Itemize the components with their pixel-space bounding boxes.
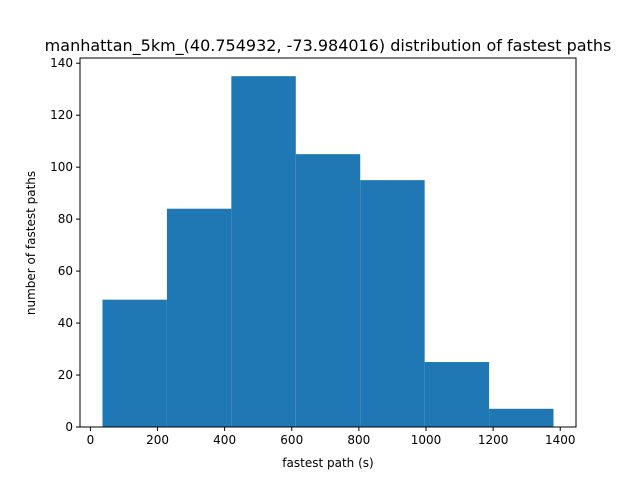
histogram-bar (102, 299, 167, 427)
y-tick-label: 0 (65, 420, 73, 434)
histogram-bar (166, 208, 232, 427)
y-axis-label: number of fastest paths (24, 171, 38, 315)
y-tick-label: 120 (50, 108, 73, 122)
histogram-bar (295, 154, 361, 427)
y-tick-label: 40 (58, 316, 73, 330)
chart-title: manhattan_5km_(40.754932, -73.984016) di… (45, 36, 612, 56)
x-tick-label: 200 (146, 433, 169, 447)
x-tick-label: 600 (280, 433, 303, 447)
x-tick-label: 1200 (478, 433, 509, 447)
x-tick-label: 800 (347, 433, 370, 447)
x-tick-label: 400 (213, 433, 236, 447)
axes: 0 200 400 600 800 1000 1200 1400 0 20 40 60 80 100 120… (50, 56, 577, 447)
y-tick-label: 60 (58, 264, 73, 278)
y-tick-label: 80 (58, 212, 73, 226)
x-axis-label: fastest path (s) (282, 456, 373, 470)
x-tick-label: 1400 (545, 433, 576, 447)
histogram-bar (424, 362, 490, 427)
y-tick-label: 100 (50, 160, 73, 174)
histogram-bar (231, 76, 296, 428)
y-tick-label: 140 (50, 56, 73, 70)
y-tick-label: 20 (58, 368, 73, 382)
x-tick-label: 0 (87, 433, 95, 447)
histogram-bar (360, 180, 425, 427)
histogram-bar (489, 408, 554, 427)
x-tick-label: 1000 (411, 433, 442, 447)
plot-frame (79, 57, 577, 428)
bars (102, 76, 554, 428)
